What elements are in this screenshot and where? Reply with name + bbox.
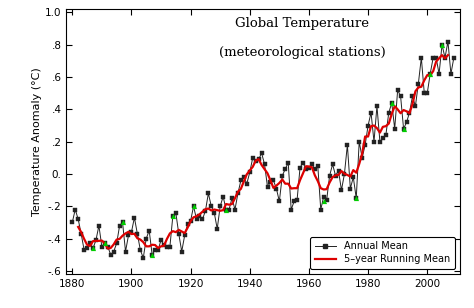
Point — [169, 213, 177, 218]
Text: Global Temperature: Global Temperature — [236, 17, 369, 30]
Point — [388, 100, 395, 105]
Point — [427, 71, 434, 76]
Point — [119, 220, 127, 225]
Point — [89, 246, 97, 251]
Point — [222, 207, 230, 212]
Point — [438, 42, 446, 47]
Legend: Annual Mean, 5–year Running Mean: Annual Mean, 5–year Running Mean — [310, 237, 455, 269]
Point — [400, 126, 407, 131]
Text: (meteorological stations): (meteorological stations) — [219, 46, 386, 59]
Point — [320, 199, 328, 204]
Point — [353, 196, 360, 201]
Point — [101, 241, 109, 246]
Point — [148, 252, 156, 257]
Y-axis label: Temperature Anomaly (°C): Temperature Anomaly (°C) — [32, 67, 42, 216]
Point — [190, 204, 197, 209]
